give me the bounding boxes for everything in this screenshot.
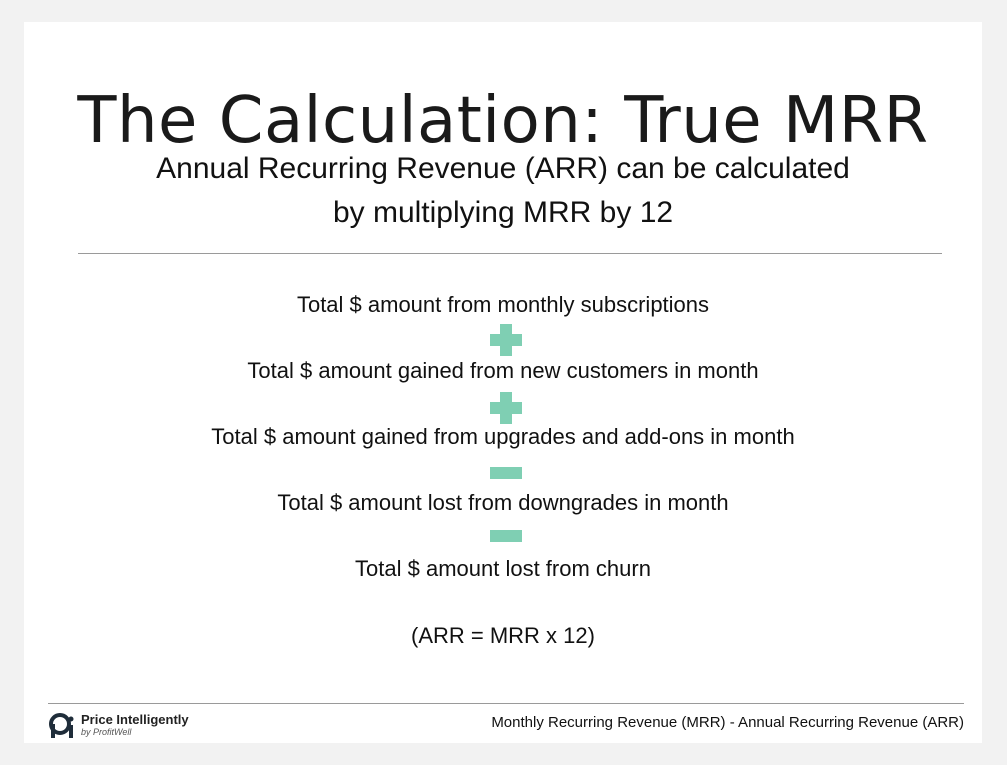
price-intelligently-logo: Price Intelligently by ProfitWell	[49, 712, 229, 740]
footer-divider	[48, 703, 964, 704]
minus-icon	[490, 467, 522, 479]
formula-item-upgrades: Total $ amount gained from upgrades and …	[211, 424, 795, 449]
slide-title: The Calculation: True MRR	[77, 84, 929, 158]
formula-item-new-customers: Total $ amount gained from new customers…	[247, 358, 759, 383]
subtitle-line-1: Annual Recurring Revenue (ARR) can be ca…	[156, 152, 850, 185]
plus-icon	[490, 324, 522, 356]
plus-icon	[490, 392, 522, 424]
slide: The Calculation: True MRR Annual Recurri…	[24, 22, 982, 743]
title-divider	[78, 253, 942, 254]
brand-name: Price Intelligently	[81, 712, 189, 727]
footer-caption: Monthly Recurring Revenue (MRR) - Annual…	[491, 714, 964, 731]
brand-byline: by ProfitWell	[81, 727, 132, 737]
formula-item-downgrades: Total $ amount lost from downgrades in m…	[277, 490, 729, 515]
formula-item-monthly-subscriptions: Total $ amount from monthly subscription…	[296, 292, 710, 317]
minus-icon	[490, 530, 522, 542]
formula-item-churn: Total $ amount lost from churn	[355, 556, 651, 581]
logo-mark-icon	[49, 713, 74, 738]
subtitle-line-2: by multiplying MRR by 12	[332, 196, 674, 229]
arr-note: (ARR = MRR x 12)	[411, 623, 595, 648]
